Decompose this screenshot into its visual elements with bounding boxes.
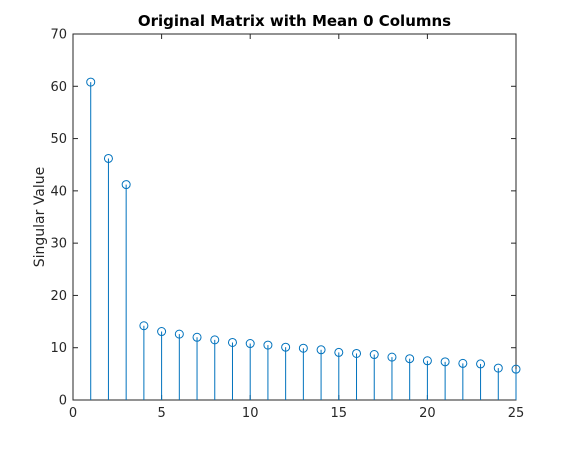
stem-marker <box>422 356 432 366</box>
x-tick-label: 0 <box>69 406 77 421</box>
y-tick-label: 20 <box>50 289 67 304</box>
x-tick-label: 25 <box>508 406 525 421</box>
y-tick-label: 50 <box>50 132 67 147</box>
stem-marker <box>174 329 184 339</box>
y-tick-label: 60 <box>50 80 67 95</box>
x-tick-label: 10 <box>242 406 259 421</box>
stem-marker <box>476 359 486 369</box>
stem-marker <box>139 321 149 331</box>
stem-marker <box>157 327 167 337</box>
x-tick-label: 20 <box>419 406 436 421</box>
stem-marker <box>405 354 415 364</box>
y-tick-label: 40 <box>50 184 67 199</box>
y-axis-ticks: 0 10 20 30 40 50 60 70 <box>50 28 516 409</box>
stem-series <box>86 77 521 400</box>
stem-marker <box>281 342 291 352</box>
stem-marker <box>352 348 362 358</box>
stem-marker <box>369 350 379 360</box>
stem-marker <box>511 364 521 374</box>
stem-marker <box>121 180 131 190</box>
x-axis-ticks: 0 5 10 15 20 25 <box>69 34 524 421</box>
x-tick-label: 15 <box>331 406 348 421</box>
stem-marker <box>316 345 326 355</box>
y-tick-label: 30 <box>50 237 67 252</box>
stem-marker <box>387 352 397 362</box>
stem-marker <box>86 77 96 87</box>
stem-marker <box>192 332 202 342</box>
stem-marker <box>334 347 344 357</box>
stem-marker <box>245 339 255 349</box>
stem-marker <box>227 337 237 347</box>
stem-marker <box>458 358 468 368</box>
x-tick-label: 5 <box>157 406 165 421</box>
y-tick-label: 10 <box>50 341 67 356</box>
stem-marker <box>103 153 113 163</box>
axes-box <box>72 33 517 401</box>
stem-marker <box>298 343 308 353</box>
stem-marker <box>493 363 503 373</box>
stem-marker <box>440 357 450 367</box>
stem-marker <box>263 340 273 350</box>
y-tick-label: 70 <box>50 28 67 43</box>
plot-frame <box>72 33 517 401</box>
stem-marker <box>210 335 220 345</box>
y-tick-label: 0 <box>59 394 67 409</box>
chart-title: Original Matrix with Mean 0 Columns <box>138 12 451 30</box>
y-axis-label: Singular Value <box>32 167 48 268</box>
